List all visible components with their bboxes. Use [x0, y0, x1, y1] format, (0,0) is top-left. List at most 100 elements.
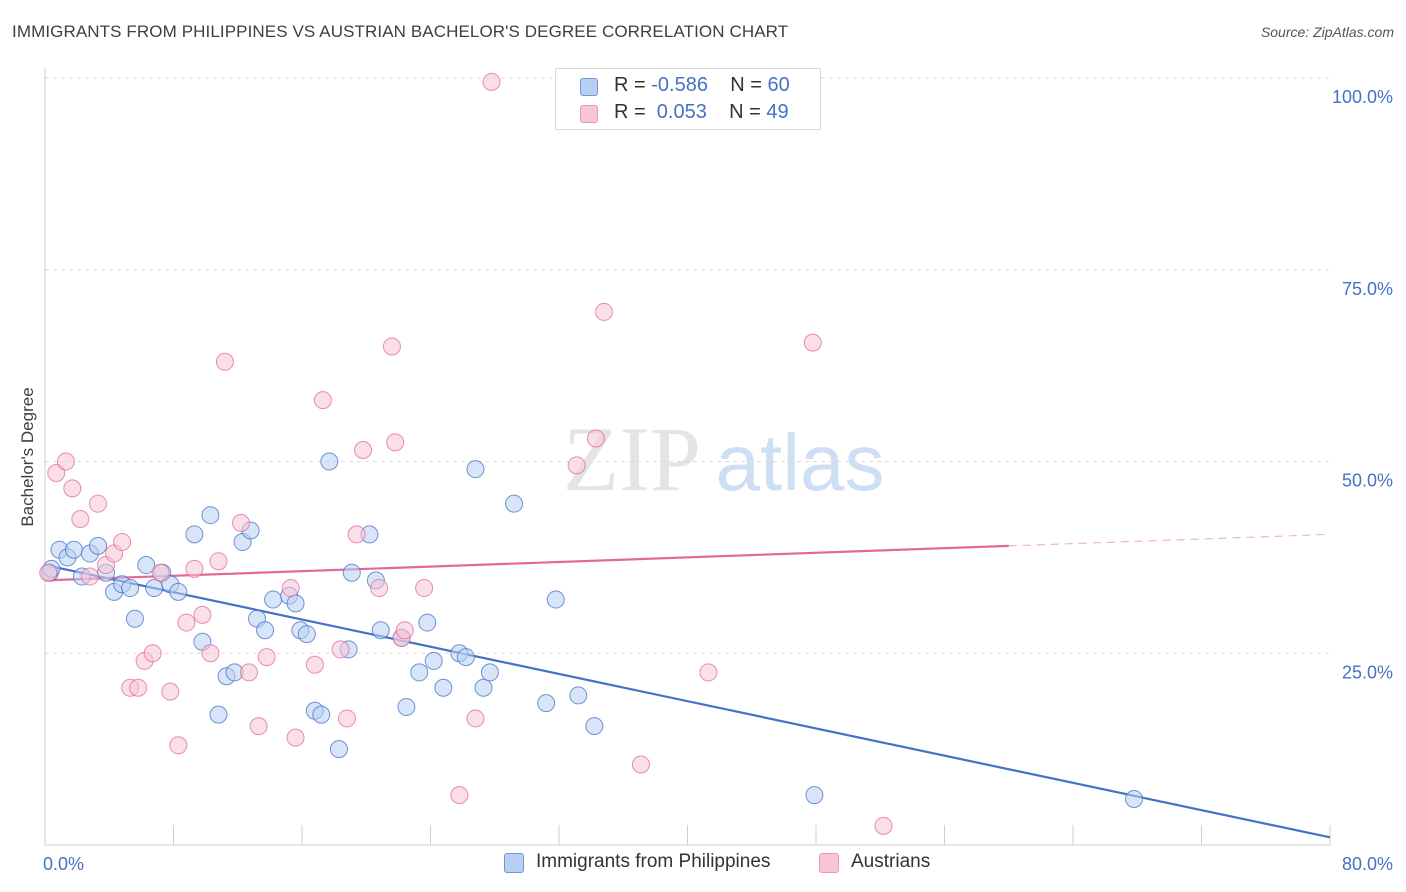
point-philippines-43 [410, 663, 429, 682]
point-austrians-11 [129, 678, 148, 697]
point-austrians-25 [249, 717, 268, 736]
point-austrians-46 [594, 302, 613, 321]
point-austrians-31 [331, 640, 350, 659]
point-austrians-24 [239, 663, 258, 682]
point-philippines-33 [312, 705, 331, 724]
point-philippines-48 [456, 648, 475, 667]
point-austrians-29 [305, 655, 324, 674]
point-philippines-35 [329, 740, 348, 759]
correlation-legend: R = -0.586 N = 60 R = 0.053 N = 49 [555, 68, 821, 130]
axes [44, 68, 1331, 846]
x-tick-labels: 0.0% 80.0% [43, 854, 1393, 874]
legend-r-value: 0.053 [651, 101, 707, 123]
point-austrians-50 [874, 816, 893, 835]
point-philippines-40 [371, 621, 390, 640]
legend-n-value: 49 [766, 101, 789, 123]
point-austrians-23 [231, 513, 250, 532]
point-austrians-42 [466, 709, 485, 728]
point-philippines-34 [320, 452, 339, 471]
legend-n-value: 60 [767, 74, 790, 96]
point-austrians-14 [151, 563, 170, 582]
point-austrians-2 [56, 452, 75, 471]
point-austrians-5 [80, 567, 99, 586]
point-austrians-1 [47, 464, 66, 483]
point-austrians-6 [89, 494, 108, 513]
x-tick-label-1: 80.0% [1342, 854, 1393, 874]
point-austrians-4 [71, 510, 90, 529]
watermark-zip: ZIP [563, 408, 701, 510]
point-austrians-3 [63, 479, 82, 498]
legend-r-label: R = [614, 101, 652, 123]
point-philippines-49 [466, 460, 485, 479]
point-austrians-49 [803, 333, 822, 352]
x-tick-label-0: 0.0% [43, 854, 84, 874]
point-austrians-18 [185, 559, 204, 578]
point-philippines-53 [537, 694, 556, 713]
legend-swatch-philippines [580, 78, 598, 96]
chart-title: IMMIGRANTS FROM PHILIPPINES VS AUSTRIAN … [12, 22, 789, 41]
point-philippines-31 [297, 625, 316, 644]
point-austrians-45 [586, 429, 605, 448]
point-austrians-0 [39, 563, 58, 582]
legend-swatch-austrians [580, 105, 598, 123]
point-philippines-27 [264, 590, 283, 609]
point-philippines-57 [805, 786, 824, 805]
point-austrians-9 [113, 533, 132, 552]
point-philippines-42 [397, 697, 416, 716]
gridlines [45, 77, 1330, 654]
point-philippines-56 [585, 717, 604, 736]
point-philippines-13 [145, 579, 164, 598]
point-philippines-46 [434, 678, 453, 697]
point-austrians-20 [201, 644, 220, 663]
point-philippines-12 [137, 556, 156, 575]
point-austrians-30 [313, 391, 332, 410]
series-swatch-philippines [504, 853, 524, 873]
point-philippines-37 [342, 563, 361, 582]
source-credit: Source: ZipAtlas.com [1260, 24, 1394, 40]
point-austrians-40 [415, 579, 434, 598]
point-philippines-58 [1125, 789, 1144, 808]
y-tick-label-0: 25.0% [1342, 662, 1393, 682]
point-philippines-16 [169, 582, 188, 601]
point-philippines-51 [480, 663, 499, 682]
trend-line-extension-austrians [1008, 533, 1331, 547]
data-points [39, 72, 1144, 835]
watermark-atlas: atlas [716, 418, 885, 507]
point-austrians-32 [337, 709, 356, 728]
point-philippines-26 [256, 621, 275, 640]
point-philippines-20 [209, 705, 228, 724]
point-philippines-17 [185, 525, 204, 544]
y-tick-label-1: 50.0% [1342, 471, 1393, 491]
point-austrians-28 [286, 728, 305, 747]
point-austrians-13 [143, 644, 162, 663]
point-philippines-45 [424, 651, 443, 670]
watermark: ZIP atlas [563, 408, 884, 510]
point-philippines-19 [201, 506, 220, 525]
point-austrians-22 [215, 352, 234, 371]
point-austrians-47 [631, 755, 650, 774]
point-austrians-36 [382, 337, 401, 356]
legend-n-label: N = [729, 101, 767, 123]
point-austrians-19 [193, 605, 212, 624]
legend-n-label: N = [730, 74, 768, 96]
legend-r-value: -0.586 [651, 74, 708, 96]
point-austrians-39 [395, 621, 414, 640]
y-axis-title: Bachelor's Degree [18, 387, 37, 526]
point-austrians-33 [347, 525, 366, 544]
point-austrians-27 [281, 579, 300, 598]
point-philippines-11 [125, 609, 144, 628]
point-austrians-26 [257, 648, 276, 667]
point-austrians-43 [482, 72, 501, 91]
point-austrians-21 [209, 552, 228, 571]
point-austrians-35 [370, 579, 389, 598]
point-philippines-52 [505, 494, 524, 513]
point-austrians-15 [161, 682, 180, 701]
y-tick-labels: 25.0% 50.0% 75.0% 100.0% [1332, 87, 1393, 682]
point-philippines-44 [418, 613, 437, 632]
series-label-philippines: Immigrants from Philippines [536, 851, 771, 872]
point-philippines-29 [286, 594, 305, 613]
point-austrians-41 [450, 786, 469, 805]
point-austrians-34 [354, 440, 373, 459]
point-philippines-6 [89, 536, 108, 555]
point-philippines-54 [546, 590, 565, 609]
